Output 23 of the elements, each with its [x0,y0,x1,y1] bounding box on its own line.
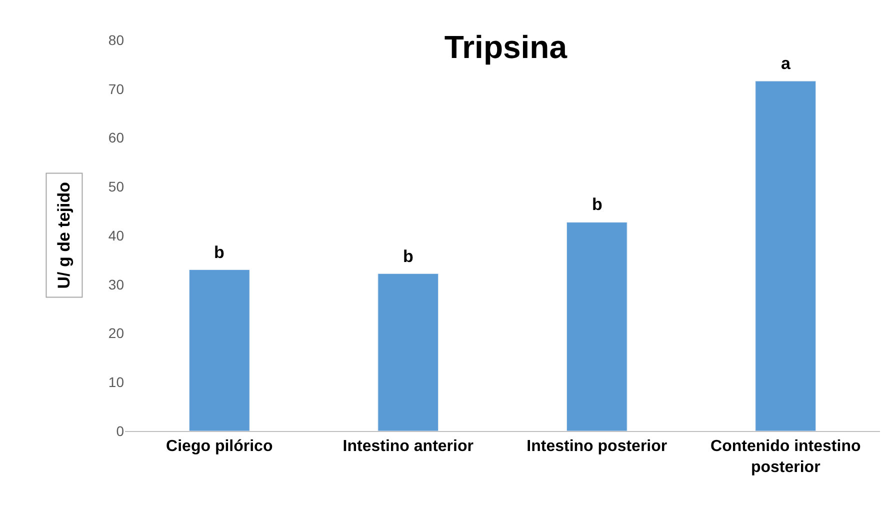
y-tick-label: 50 [108,178,124,195]
y-tick-label: 80 [108,32,124,48]
bar [188,269,250,431]
x-tick-label: Contenido intestino posterior [710,438,861,476]
bar [755,80,816,431]
annotation: b [403,247,414,266]
y-tick-label: 20 [108,325,124,342]
chart-title: Tripsina [444,28,568,65]
y-tick-label: 0 [116,422,124,439]
annotation: b [214,243,224,262]
y-tick-label: 40 [108,227,124,244]
y-tick-label: 70 [108,80,124,97]
annotation: b [592,195,602,214]
y-axis-title: U/ g de tejido [54,182,74,289]
x-tick-label: Intestino anterior [342,438,474,456]
y-tick-label: 10 [108,374,124,390]
y-tick-label: 30 [108,276,124,292]
bar [378,273,439,431]
y-tick-label: 60 [108,130,124,146]
bar [566,222,628,431]
x-tick-label: Ciego pilórico [166,438,273,456]
x-tick-label: Intestino posterior [526,438,668,456]
annotation: a [781,54,791,73]
